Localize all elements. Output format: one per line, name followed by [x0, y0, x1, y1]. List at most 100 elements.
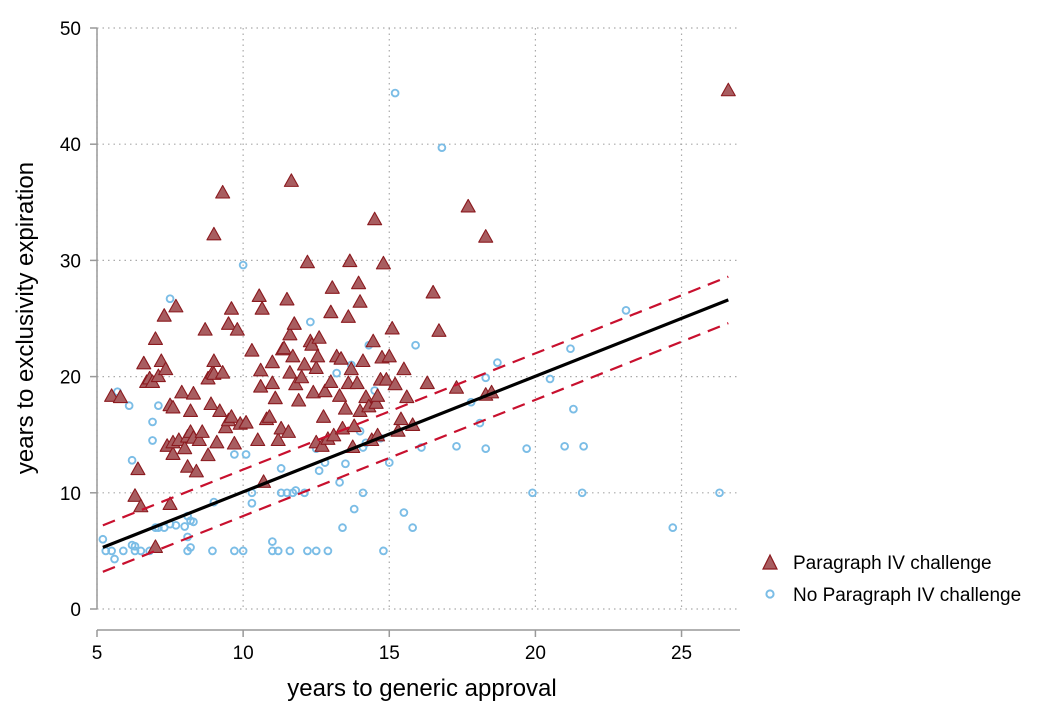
point-no-paragraph-iv: [208, 546, 217, 556]
point-paragraph-iv: [158, 361, 174, 376]
point-paragraph-iv: [191, 432, 207, 447]
point-paragraph-iv: [333, 351, 349, 365]
point-paragraph-iv: [378, 372, 394, 386]
legend-circle-marker: [765, 589, 775, 599]
fit-line: [102, 298, 729, 549]
point-paragraph-iv: [136, 355, 152, 370]
point-paragraph-iv: [286, 316, 302, 330]
point-no-paragraph-iv: [452, 441, 461, 451]
point-paragraph-iv: [203, 396, 219, 411]
point-paragraph-iv: [296, 356, 313, 371]
point-no-paragraph-iv: [715, 488, 724, 498]
y-tick-label: 50: [60, 19, 81, 40]
point-no-paragraph-iv: [338, 523, 347, 533]
upper-bound-line: [102, 275, 729, 527]
point-paragraph-iv: [375, 255, 391, 270]
point-paragraph-iv: [368, 395, 384, 409]
point-paragraph-iv: [352, 294, 368, 308]
point-no-paragraph-iv: [118, 546, 128, 556]
point-paragraph-iv: [282, 365, 298, 379]
point-no-paragraph-iv: [154, 401, 163, 411]
axes: 0 10 20 30 40 50 5 10 15 20 25: [60, 19, 740, 664]
point-no-paragraph-iv: [560, 441, 569, 451]
point-no-paragraph-iv: [522, 444, 531, 453]
point-no-paragraph-iv: [306, 317, 315, 327]
legend-label-paragraph-iv: Paragraph IV challenge: [793, 553, 992, 574]
point-paragraph-iv: [218, 419, 234, 434]
point-paragraph-iv: [209, 434, 225, 449]
y-tick-label: 30: [60, 251, 81, 272]
point-no-paragraph-iv: [384, 458, 394, 467]
point-no-paragraph-iv: [285, 546, 295, 556]
point-paragraph-iv: [311, 330, 327, 344]
point-paragraph-iv: [185, 385, 201, 400]
point-paragraph-iv: [150, 368, 166, 383]
point-no-paragraph-iv: [411, 340, 420, 350]
point-no-paragraph-iv: [268, 546, 277, 556]
point-no-paragraph-iv: [332, 368, 342, 378]
point-no-paragraph-iv: [399, 508, 409, 517]
point-no-paragraph-iv: [323, 546, 333, 556]
fit-lines: [102, 275, 729, 573]
point-no-paragraph-iv: [107, 546, 116, 556]
point-no-paragraph-iv: [282, 488, 292, 498]
point-paragraph-iv: [223, 301, 239, 315]
point-paragraph-iv: [448, 380, 465, 394]
point-no-paragraph-iv: [148, 417, 157, 427]
point-paragraph-iv: [299, 254, 315, 269]
point-no-paragraph-iv: [238, 546, 248, 556]
point-paragraph-iv: [355, 353, 371, 368]
point-paragraph-iv: [387, 376, 403, 391]
point-no-paragraph-iv: [189, 517, 198, 527]
point-no-paragraph-iv: [577, 488, 587, 498]
point-no-paragraph-iv: [408, 523, 418, 533]
x-tick-label: 10: [233, 643, 254, 664]
point-paragraph-iv: [174, 384, 190, 399]
point-paragraph-iv: [346, 418, 362, 433]
point-paragraph-iv: [291, 392, 307, 407]
point-no-paragraph-iv: [136, 546, 146, 556]
point-paragraph-iv: [288, 376, 304, 391]
point-no-paragraph-iv: [437, 143, 447, 153]
point-paragraph-iv: [253, 379, 269, 393]
point-no-paragraph-iv: [569, 404, 578, 414]
point-paragraph-iv: [323, 304, 339, 319]
x-tick-label: 20: [525, 643, 546, 664]
point-paragraph-iv: [180, 459, 196, 473]
point-no-paragraph-iv: [621, 306, 631, 315]
y-tick-label: 20: [60, 368, 81, 389]
point-no-paragraph-iv: [171, 520, 181, 530]
point-no-paragraph-iv: [165, 294, 175, 304]
point-paragraph-iv: [396, 361, 412, 376]
point-no-paragraph-iv: [124, 401, 134, 411]
point-paragraph-iv: [305, 384, 321, 399]
x-tick-label: 15: [379, 643, 400, 664]
point-paragraph-iv: [220, 316, 237, 330]
point-paragraph-iv: [251, 288, 267, 302]
point-paragraph-iv: [283, 173, 299, 187]
point-no-paragraph-iv: [230, 546, 239, 556]
point-no-paragraph-iv: [314, 466, 324, 476]
legend-triangle-marker: [762, 553, 778, 570]
point-no-paragraph-iv: [148, 436, 157, 445]
point-paragraph-iv: [294, 369, 310, 384]
point-paragraph-iv: [337, 401, 353, 415]
point-paragraph-iv: [197, 322, 213, 336]
point-paragraph-iv: [419, 375, 435, 390]
point-paragraph-iv: [323, 374, 339, 388]
point-paragraph-iv: [365, 333, 381, 348]
point-paragraph-iv: [324, 280, 340, 294]
point-paragraph-iv: [244, 342, 260, 357]
legend: Paragraph IV challenge No Paragraph IV c…: [762, 553, 1021, 606]
point-paragraph-iv: [349, 375, 365, 390]
point-paragraph-iv: [314, 438, 330, 452]
point-no-paragraph-iv: [110, 554, 119, 564]
point-paragraph-iv: [104, 388, 120, 402]
point-no-paragraph-iv: [481, 373, 491, 383]
point-paragraph-iv: [206, 226, 222, 241]
point-no-paragraph-iv: [668, 523, 678, 533]
point-paragraph-iv: [194, 424, 210, 438]
point-paragraph-iv: [285, 348, 301, 363]
lower-bound-line: [102, 322, 729, 573]
point-paragraph-iv: [425, 284, 441, 299]
